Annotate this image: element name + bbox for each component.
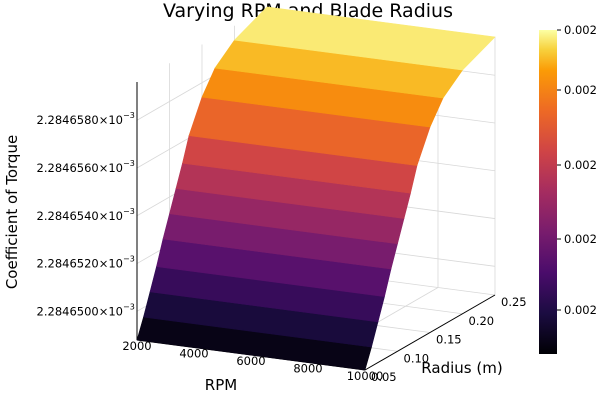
colorbar-tick-label: 0.002: [564, 23, 597, 37]
colorbar-tick-label: 0.002: [564, 303, 597, 317]
z-tick-label: 2.2846560×10: [37, 161, 123, 175]
y-tick-label: 0.15: [436, 333, 462, 347]
x-tick-label: 4000: [179, 347, 208, 361]
y-tick-label: 0.05: [371, 370, 397, 384]
z-tick-label: 2.2846520×10: [37, 257, 123, 271]
z-tick-label: 2.2846540×10: [37, 209, 123, 223]
colorbar-tick-label: 0.002: [564, 158, 597, 172]
z-tick-exponent: −3: [123, 302, 135, 311]
y-tick-label: 0.10: [404, 351, 430, 365]
x-tick-label: 6000: [236, 354, 265, 368]
z-tick-label: 2.2846580×10: [37, 113, 123, 127]
x-tick-label: 8000: [293, 362, 322, 376]
surface-bands: [136, 6, 496, 371]
colorbar-tick-label: 0.002: [564, 232, 597, 246]
x-tick-label: 10000: [347, 369, 384, 383]
y-tick-label: 0.25: [501, 295, 527, 309]
z-axis-label: Coefficient of Torque: [3, 135, 21, 289]
y-axis-label: Radius (m): [421, 359, 502, 377]
x-axis-label: RPM: [205, 376, 237, 394]
y-tick-label: 0.20: [469, 314, 495, 328]
z-tick-exponent: −3: [123, 255, 135, 264]
surface-band: [233, 6, 496, 71]
chart-title: Varying RPM and Blade Radius: [163, 0, 453, 22]
y-axis-line: [364, 294, 496, 371]
colorbar-tick-label: 0.002: [564, 83, 597, 97]
z-tick-exponent: −3: [123, 111, 135, 120]
colorbar: [539, 30, 557, 354]
colorbar-ticks: 0.002 0.002 0.002 0.002 0.002: [557, 23, 597, 317]
z-tick-exponent: −3: [123, 159, 135, 168]
z-tick-exponent: −3: [123, 207, 135, 216]
z-tick-label: 2.2846500×10: [37, 304, 123, 318]
x-tick-label: 2000: [122, 339, 151, 353]
